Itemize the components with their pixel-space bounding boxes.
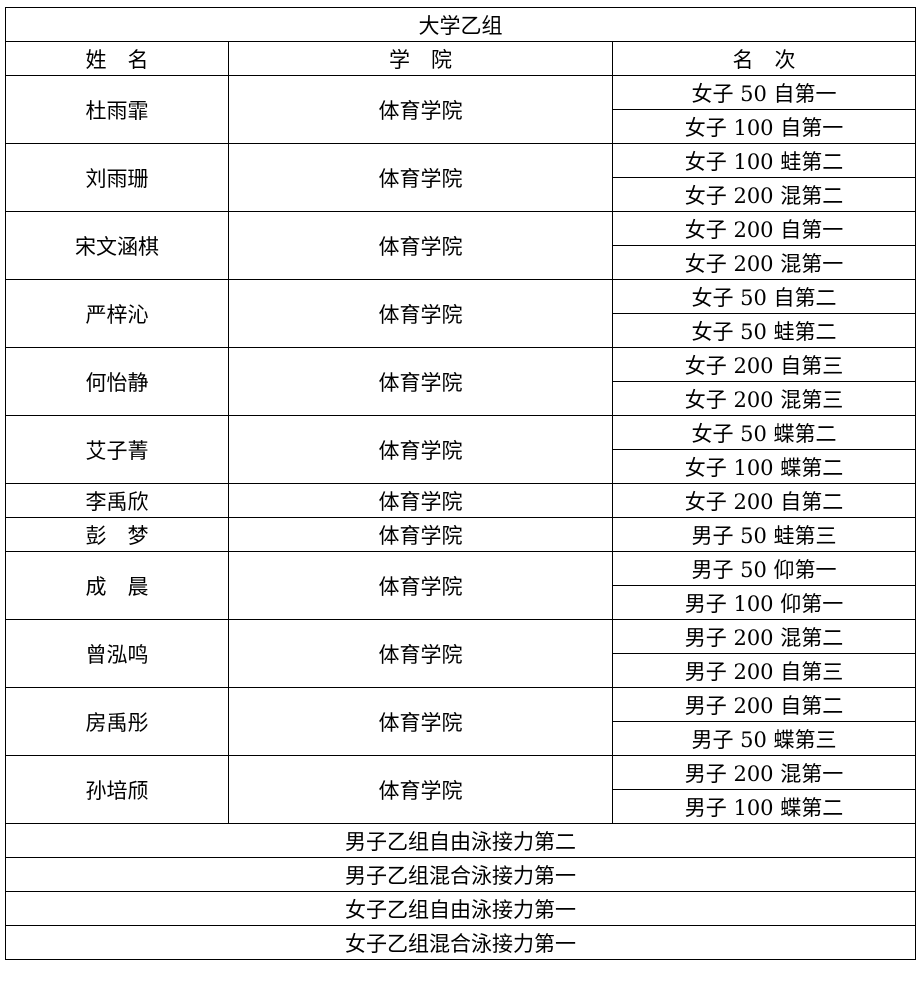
athlete-result: 女子 200 自第二 [611, 483, 917, 518]
athlete-result: 女子 200 混第三 [611, 381, 917, 416]
athlete-college: 体育学院 [228, 619, 613, 688]
athlete-result: 女子 50 自第二 [611, 279, 917, 314]
athlete-result: 男子 100 仰第一 [611, 585, 917, 620]
header-row: 姓 名 学 院 名 次 [5, 41, 917, 76]
relay-row: 男子乙组自由泳接力第二 [4, 823, 917, 858]
table-row: 男子 100 仰第一 [6, 585, 917, 620]
athlete-result: 女子 200 混第二 [611, 177, 917, 212]
athlete-result: 女子 200 混第一 [611, 245, 917, 280]
athlete-result: 女子 100 蛙第二 [611, 143, 917, 178]
athlete-college: 体育学院 [228, 211, 613, 280]
athlete-result: 男子 200 自第二 [611, 687, 917, 722]
athlete-name: 曾泓鸣 [5, 619, 229, 688]
athlete-college: 体育学院 [228, 143, 613, 212]
athlete-name: 严梓沁 [5, 279, 229, 348]
athlete-college: 体育学院 [228, 551, 613, 620]
athlete-result: 女子 200 自第三 [611, 347, 917, 382]
athlete-name: 何怡静 [5, 347, 229, 416]
relay-row: 女子乙组混合泳接力第一 [4, 925, 917, 960]
athlete-name: 艾子菁 [5, 415, 229, 484]
table-row: 女子 100 自第一 [6, 109, 917, 144]
table-title: 大学乙组 [4, 7, 917, 42]
table-row: 男子 50 蝶第三 [6, 721, 917, 756]
athlete-college: 体育学院 [228, 75, 613, 144]
table-row: 严梓沁 体育学院 女子 50 自第二 [5, 279, 917, 348]
table-row: 女子 100 蝶第二 [6, 449, 917, 484]
athlete-result: 女子 50 蝶第二 [611, 415, 917, 450]
athlete-college: 体育学院 [228, 347, 613, 416]
athlete-name: 刘雨珊 [5, 143, 229, 212]
athlete-college: 体育学院 [228, 483, 613, 518]
athlete-college: 体育学院 [228, 517, 613, 552]
header-name: 姓 名 [5, 41, 229, 76]
header-rank: 名 次 [611, 41, 917, 76]
table-row: 成 晨体育学院 男子 50 仰第一 [5, 551, 917, 620]
athlete-result: 男子 100 蝶第二 [611, 789, 917, 824]
relay-result: 男子乙组混合泳接力第一 [4, 857, 917, 892]
table-row: 艾子菁 体育学院 女子 50 蝶第二 [5, 415, 917, 484]
table-row: 杜雨霏 体育学院 女子 50 自第一 [5, 75, 917, 144]
relay-row: 男子乙组混合泳接力第一 [4, 857, 917, 892]
table-row: 女子 200 混第一 [6, 245, 917, 280]
table-row: 彭 梦体育学院 男子 50 蛙第三 [5, 517, 917, 552]
table-row: 曾泓鸣 体育学院 男子 200 混第二 [5, 619, 917, 688]
relay-result: 女子乙组混合泳接力第一 [4, 925, 917, 960]
athlete-college: 体育学院 [228, 415, 613, 484]
table-row: 女子 200 混第二 [6, 177, 917, 212]
table-row: 何怡静 体育学院 女子 200 自第三 [5, 347, 917, 416]
athlete-college: 体育学院 [228, 687, 613, 756]
table-row: 男子 100 蝶第二 [6, 789, 917, 824]
athlete-name: 孙培颀 [5, 755, 229, 824]
athlete-result: 女子 100 自第一 [611, 109, 917, 144]
athlete-result: 男子 200 混第一 [611, 755, 917, 790]
table-row: 宋文涵棋 体育学院 女子 200 自第一 [5, 211, 917, 280]
table-row: 孙培颀 体育学院 男子 200 混第一 [5, 755, 917, 824]
table-row: 男子 200 自第三 [6, 653, 917, 688]
title-row: 大学乙组 [4, 7, 917, 42]
athlete-result: 男子 200 混第二 [611, 619, 917, 654]
athlete-result: 女子 100 蝶第二 [611, 449, 917, 484]
table-row: 刘雨珊 体育学院 女子 100 蛙第二 [5, 143, 917, 212]
athlete-name: 李禹欣 [5, 483, 229, 518]
table-row: 女子 200 混第三 [6, 381, 917, 416]
relay-row: 女子乙组自由泳接力第一 [4, 891, 917, 926]
results-table: 大学乙组 姓 名 学 院 名 次 杜雨霏 体育学院 女子 50 自第一 女子 100 … [4, 7, 917, 960]
athlete-result: 男子 200 自第三 [611, 653, 917, 688]
athlete-result: 男子 50 蝶第三 [611, 721, 917, 756]
relay-result: 女子乙组自由泳接力第一 [4, 891, 917, 926]
relay-result: 男子乙组自由泳接力第二 [4, 823, 917, 858]
athlete-result: 男子 50 仰第一 [611, 551, 917, 586]
table-row: 李禹欣 体育学院 女子 200 自第二 [5, 483, 917, 518]
athlete-college: 体育学院 [228, 279, 613, 348]
athlete-college: 体育学院 [228, 755, 613, 824]
athlete-name: 房禹彤 [5, 687, 229, 756]
athlete-name: 杜雨霏 [5, 75, 229, 144]
header-college: 学 院 [228, 41, 613, 76]
athlete-result: 女子 200 自第一 [611, 211, 917, 246]
table-row: 房禹彤 体育学院 男子 200 自第二 [5, 687, 917, 756]
athlete-result: 女子 50 自第一 [611, 75, 917, 110]
athlete-name: 彭 梦 [5, 517, 229, 552]
athlete-name: 成 晨 [5, 551, 229, 620]
athlete-result: 男子 50 蛙第三 [611, 517, 917, 552]
athlete-name: 宋文涵棋 [5, 211, 229, 280]
athlete-result: 女子 50 蛙第二 [611, 313, 917, 348]
